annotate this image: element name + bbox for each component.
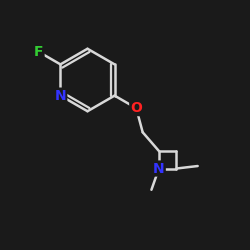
Text: O: O [130,101,142,115]
Text: N: N [54,89,66,102]
Text: F: F [34,45,43,59]
Text: N: N [153,162,165,175]
